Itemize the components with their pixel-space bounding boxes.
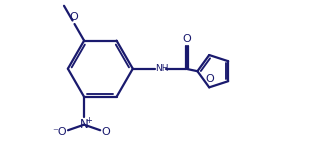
Text: ⁻O: ⁻O [52,127,67,137]
Text: O: O [205,74,214,84]
Text: N: N [80,118,89,131]
Text: NH: NH [155,64,169,73]
Text: +: + [85,116,92,125]
Text: O: O [183,34,191,44]
Text: O: O [101,127,110,137]
Text: O: O [69,12,78,22]
